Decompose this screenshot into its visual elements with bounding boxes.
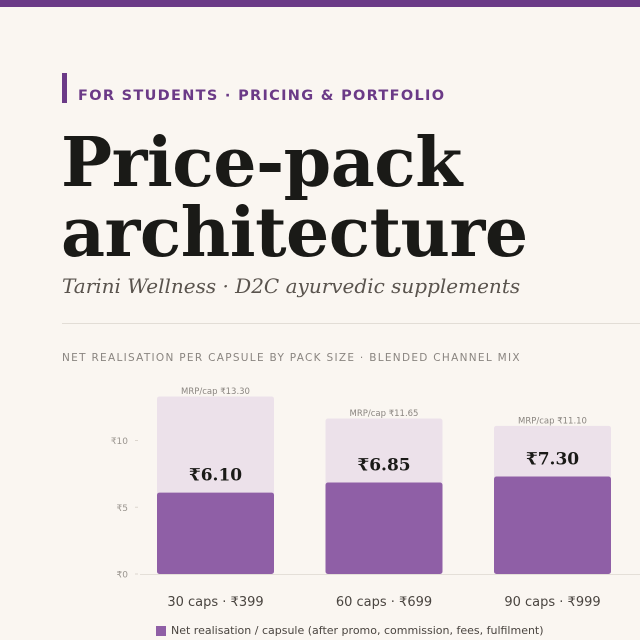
y-tick-label: ₹0 [117, 571, 129, 581]
net-value-label: ₹6.85 [357, 456, 410, 476]
net-value-label: ₹7.30 [526, 450, 579, 470]
y-tick-label: ₹10 [111, 437, 128, 447]
page-title-line-1: Price-pack [61, 123, 462, 203]
page-subtitle: Tarini Wellness · D2C ayurvedic suppleme… [62, 274, 521, 298]
net-bar [157, 492, 274, 574]
legend-label-net: Net realisation / capsule (after promo, … [171, 624, 544, 637]
mrp-label: MRP/cap ₹13.30 [181, 387, 250, 397]
page-title-line-2: architecture [61, 193, 528, 273]
category-label: 30 caps · ₹399 [167, 595, 263, 610]
chart-legend: Net realisation / capsule (after promo, … [156, 624, 544, 637]
top-accent-bar [0, 0, 640, 7]
chart-title: NET REALISATION PER CAPSULE BY PACK SIZE… [62, 352, 521, 364]
category-label: 60 caps · ₹699 [336, 595, 432, 610]
mrp-label: MRP/cap ₹11.65 [350, 409, 419, 419]
page-title: Price-pack architecture [61, 128, 528, 268]
eyebrow-accent-mark [62, 73, 67, 103]
eyebrow-label: FOR STUDENTS · PRICING & PORTFOLIO [78, 88, 446, 104]
legend-swatch-net [156, 625, 166, 636]
net-value-label: ₹6.10 [189, 466, 242, 486]
net-bar [325, 482, 443, 574]
section-divider [62, 323, 640, 324]
net-bar [494, 476, 611, 574]
mrp-label: MRP/cap ₹11.10 [518, 416, 587, 426]
y-tick-label: ₹5 [117, 504, 128, 514]
category-label: 90 caps · ₹999 [504, 595, 600, 610]
